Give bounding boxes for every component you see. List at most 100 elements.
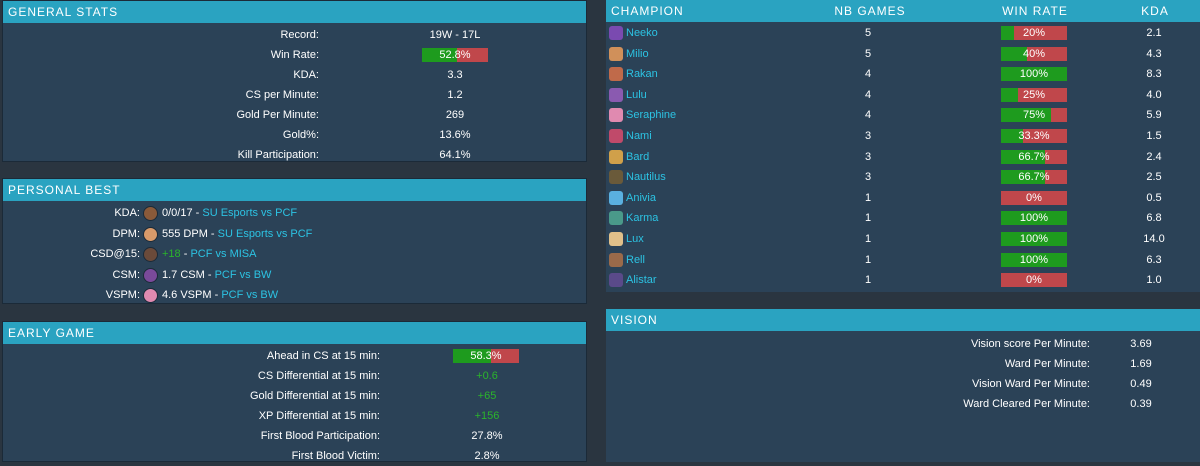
champion-name-link[interactable]: Nami (626, 130, 652, 142)
early-game-row: First Blood Participation: 27.8% (3, 426, 586, 446)
personal-best-row: KDA: 0/0/17 - SU Esports vs PCF (3, 203, 586, 224)
vision-list: Vision score Per Minute: 3.69 Ward Per Min… (606, 331, 1200, 414)
champion-games: 3 (864, 130, 872, 142)
champion-winrate-bar: 0% (1001, 190, 1067, 205)
champion-row: Karma 1 100% 6.8 (606, 208, 1200, 229)
early-game-row: Gold Differential at 15 min: +65 (3, 386, 586, 406)
column-header-winrate[interactable]: WIN RATE (1002, 4, 1068, 18)
champion-games: 4 (864, 68, 872, 81)
champion-winrate-fill (1001, 46, 1028, 61)
early-game-label: CS Differential at 15 min: (257, 370, 380, 382)
general-stat-label: Gold%: (282, 129, 319, 141)
general-stat-row: Gold%: 13.6% (3, 125, 586, 145)
personal-best-content: +18 - PCF vs MISA (162, 244, 256, 264)
general-stat-row: CS per Minute: 1.2 (3, 85, 586, 105)
general-stat-label: Record: (280, 29, 319, 41)
ahead-cs-value: 58.3% (470, 350, 502, 362)
vision-value: 3.69 (1130, 338, 1152, 350)
champion-games: 4 (864, 109, 872, 122)
early-game-list: Ahead in CS at 15 min: 58.3% CS Differenti… (3, 344, 586, 466)
champion-table-header: CHAMPION NB GAMES WIN RATE KDA (606, 0, 1200, 22)
champion-winrate-bar: 66.7% (1001, 149, 1067, 164)
personal-best-content: 0/0/17 - SU Esports vs PCF (162, 203, 297, 223)
champion-winrate-bar: 100% (1001, 232, 1067, 246)
champion-kda: 6.3 (1146, 253, 1162, 266)
champion-winrate-value: 33.3% (1018, 130, 1050, 142)
champion-name-link[interactable]: Rell (626, 253, 645, 266)
champion-kda: 2.5 (1146, 171, 1162, 184)
champion-winrate-value: 20% (1022, 27, 1046, 39)
champion-winrate-fill (1001, 252, 1067, 267)
champion-icon (609, 232, 623, 246)
champion-kda: 4.0 (1146, 88, 1162, 101)
champion-winrate-fill (1001, 211, 1067, 226)
ahead-cs-bar-fill (453, 349, 492, 363)
general-stat-value: 19W - 17L (429, 29, 481, 41)
champion-name-link[interactable]: Lux (626, 233, 644, 245)
vision-label: Vision score Per Minute: (970, 338, 1090, 350)
personal-best-value: 4.6 VSPM (162, 289, 212, 301)
general-stat-label: Win Rate: (270, 49, 319, 61)
champion-portrait-icon (143, 226, 158, 242)
champion-kda: 14.0 (1143, 233, 1165, 245)
champion-games: 5 (864, 47, 872, 60)
champion-icon (609, 211, 623, 226)
champion-row: Alistar 1 0% 1.0 (606, 270, 1200, 291)
champion-name-link[interactable]: Milio (626, 47, 649, 60)
champion-kda: 4.3 (1146, 47, 1162, 60)
champion-icon (609, 87, 623, 102)
personal-best-separator: - (207, 227, 218, 240)
column-header-games[interactable]: NB GAMES (834, 4, 906, 18)
personal-best-content: 555 DPM - SU Esports vs PCF (162, 224, 312, 244)
vision-value: 1.69 (1130, 358, 1152, 370)
win-rate-value: 52.8% (439, 49, 471, 61)
match-link[interactable]: PCF vs BW (221, 289, 279, 301)
general-stat-value: 269 (445, 109, 465, 121)
champion-icon (609, 26, 623, 40)
champion-name-link[interactable]: Anivia (626, 191, 656, 204)
match-link[interactable]: SU Esports vs PCF (217, 227, 313, 240)
personal-best-label: CSM: (112, 268, 141, 281)
champion-name-link[interactable]: Seraphine (626, 109, 677, 122)
champion-icon (609, 252, 623, 267)
champion-winrate-value: 100% (1019, 233, 1049, 245)
champion-name-link[interactable]: Rakan (626, 68, 658, 81)
vision-label: Ward Cleared Per Minute: (963, 398, 1090, 410)
champion-winrate-bar: 0% (1001, 273, 1067, 288)
champion-name-link[interactable]: Neeko (626, 27, 658, 39)
champion-kda: 6.8 (1146, 212, 1162, 225)
champion-name-link[interactable]: Nautilus (626, 171, 666, 184)
champion-row: Lulu 4 25% 4.0 (606, 85, 1200, 106)
early-game-label: First Blood Participation: (260, 430, 380, 442)
champion-games: 5 (864, 27, 872, 39)
champion-winrate-value: 100% (1019, 212, 1049, 225)
champion-winrate-fill (1001, 232, 1067, 246)
champion-name-link[interactable]: Alistar (626, 274, 657, 287)
personal-best-row: DPM: 555 DPM - SU Esports vs PCF (3, 224, 586, 245)
champion-winrate-fill (1001, 67, 1067, 82)
champion-row: Bard 3 66.7% 2.4 (606, 147, 1200, 168)
vision-value: 0.39 (1130, 398, 1152, 410)
match-link[interactable]: PCF vs MISA (190, 248, 257, 260)
champion-winrate-bar: 100% (1001, 252, 1067, 267)
match-link[interactable]: PCF vs BW (214, 268, 272, 281)
early-game-label: First Blood Victim: (291, 450, 380, 462)
champion-winrate-fill (1001, 170, 1046, 185)
column-header-champion[interactable]: CHAMPION (611, 4, 684, 18)
champion-games: 4 (864, 88, 872, 101)
early-game-label: XP Differential at 15 min: (258, 410, 380, 422)
match-link[interactable]: SU Esports vs PCF (202, 207, 298, 219)
champion-kda: 2.4 (1146, 150, 1162, 163)
early-game-label: Ahead in CS at 15 min: (266, 350, 380, 362)
general-stat-value: 1.2 (447, 89, 463, 101)
column-header-kda[interactable]: KDA (1141, 4, 1169, 18)
champion-winrate-value: 66.7% (1018, 150, 1050, 163)
champion-games: 3 (864, 150, 872, 163)
personal-best-row: CSM: 1.7 CSM - PCF vs BW (3, 265, 586, 286)
champion-name-link[interactable]: Bard (626, 150, 650, 163)
champion-name-link[interactable]: Karma (626, 212, 659, 225)
early-game-row: XP Differential at 15 min: +156 (3, 406, 586, 426)
champion-row: Neeko 5 20% 2.1 (606, 23, 1200, 44)
personal-best-value: 0/0/17 (162, 207, 193, 219)
champion-name-link[interactable]: Lulu (626, 88, 647, 101)
